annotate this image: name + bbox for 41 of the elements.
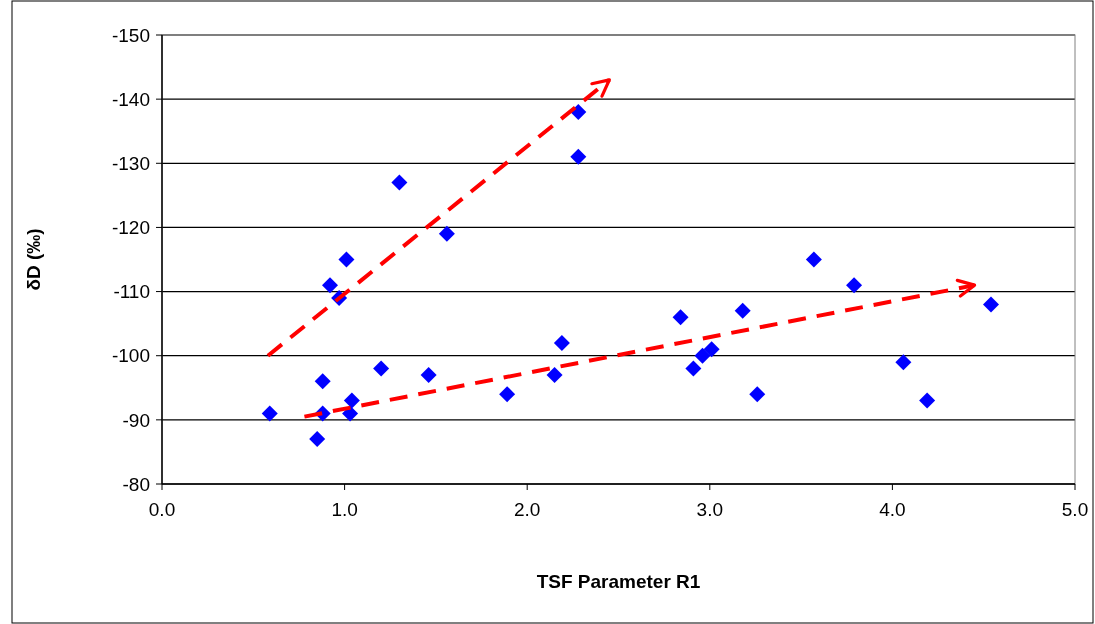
y-tick-label: -120 bbox=[111, 217, 150, 239]
y-axis-title: δD (‰) bbox=[23, 228, 44, 291]
point bbox=[553, 334, 570, 351]
point bbox=[314, 373, 331, 390]
point bbox=[672, 309, 689, 326]
point bbox=[983, 296, 999, 313]
x-tick-label: 3.0 bbox=[696, 499, 724, 520]
y-tick-label: -80 bbox=[122, 473, 150, 495]
point bbox=[694, 347, 711, 364]
point bbox=[570, 148, 587, 165]
x-tick-label: 0.0 bbox=[148, 499, 176, 520]
x-tick-label: 1.0 bbox=[331, 499, 358, 520]
point bbox=[338, 251, 355, 268]
x-tick-label: 4.0 bbox=[879, 499, 906, 520]
point bbox=[261, 405, 278, 422]
point bbox=[546, 366, 563, 383]
x-tick-label: 2.0 bbox=[513, 499, 541, 520]
point bbox=[321, 277, 338, 294]
point bbox=[309, 431, 326, 448]
point bbox=[846, 277, 863, 294]
point bbox=[895, 354, 912, 371]
point bbox=[499, 386, 516, 403]
point bbox=[373, 360, 390, 377]
y-tick-label: -110 bbox=[113, 281, 150, 303]
y-tick-label: -130 bbox=[111, 152, 150, 174]
y-tick-label: -100 bbox=[111, 345, 150, 367]
point bbox=[391, 174, 408, 191]
y-tick-label: -90 bbox=[122, 409, 150, 431]
point bbox=[749, 386, 766, 403]
x-tick-label: 5.0 bbox=[1061, 499, 1089, 520]
point bbox=[420, 366, 437, 383]
point bbox=[703, 341, 720, 358]
point bbox=[343, 392, 360, 409]
x-axis-title: TSF Parameter R1 bbox=[536, 571, 701, 592]
point bbox=[438, 225, 455, 242]
point bbox=[919, 392, 936, 409]
y-tick-label: -140 bbox=[111, 88, 150, 110]
point bbox=[805, 251, 822, 268]
y-tick-label: -150 bbox=[111, 24, 150, 46]
point bbox=[734, 302, 751, 319]
point bbox=[685, 360, 702, 377]
